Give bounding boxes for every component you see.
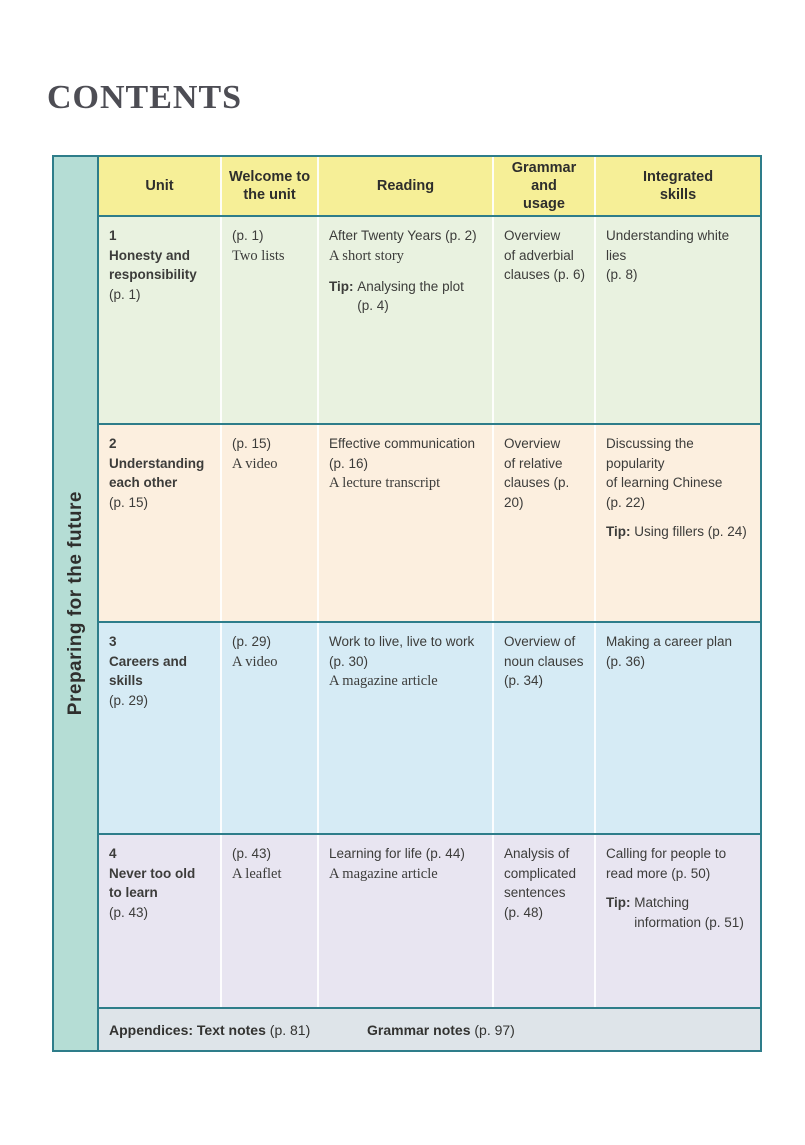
tip-label: Tip: — [606, 524, 631, 540]
reading-title: Learning for life (p. 44) — [329, 846, 465, 861]
integrated-text: Making a career plan (p. 36) — [606, 634, 733, 669]
welcome-page: (p. 15) — [232, 436, 272, 451]
welcome-cell: (p. 29) A video — [220, 623, 317, 833]
grammar-notes-page: (p. 97) — [474, 1021, 515, 1038]
integrated-skills-cell: Calling for people to read more (p. 50) … — [594, 835, 760, 1007]
tip-text: Using fillers (p. 24) — [634, 524, 747, 540]
grammar-cell: Overview of noun clauses (p. 34) — [492, 623, 594, 833]
reading-cell: Work to live, live to work (p. 30) A mag… — [317, 623, 492, 833]
grammar-cell: Overview of adverbial clauses (p. 6) — [492, 217, 594, 423]
tip-text: Matching information (p. 51) — [634, 895, 744, 930]
grammar-cell: Analysis of complicated sentences (p. 48… — [492, 835, 594, 1007]
welcome-item: Two lists — [232, 247, 285, 264]
welcome-item: A video — [232, 653, 278, 670]
integrated-tip: Tip: Using fillers (p. 24) — [606, 522, 752, 542]
integrated-skills-cell: Making a career plan (p. 36) — [594, 623, 760, 833]
welcome-cell: (p. 43) A leaflet — [220, 835, 317, 1007]
contents-table: Preparing for the future Unit Welcome to… — [52, 155, 762, 1052]
integrated-text: Discussing the popularity of learning Ch… — [606, 436, 723, 510]
grammar-notes-entry: Grammar notes (p. 97) — [367, 1022, 515, 1038]
header-cell-unit: Unit — [145, 177, 174, 194]
unit-number: 4 — [109, 846, 117, 861]
integrated-skills-cell: Discussing the popularity of learning Ch… — [594, 425, 760, 621]
unit-name: Never too old to learn — [109, 865, 196, 901]
integrated-skills-cell: Understanding white lies (p. 8) — [594, 217, 760, 423]
unit-name: Careers and skills — [109, 653, 188, 689]
appendices-page: (p. 81) — [269, 1021, 311, 1038]
unit-page: (p. 1) — [109, 286, 141, 302]
appendices-label: Appendices: Text notes — [109, 1021, 266, 1038]
unit-number: 2 — [109, 436, 117, 451]
page-title: CONTENTS — [47, 79, 243, 116]
reading-genre: A short story — [329, 247, 404, 264]
appendices-entry: Appendices: Text notes (p. 81) — [109, 1022, 367, 1038]
unit-name: Honesty and responsibility — [109, 247, 197, 283]
unit-cell: 3 Careers and skills (p. 29) — [99, 623, 220, 833]
welcome-page: (p. 43) — [232, 846, 272, 861]
reading-cell: Learning for life (p. 44) A magazine art… — [317, 835, 492, 1007]
welcome-page: (p. 1) — [232, 228, 264, 243]
reading-genre: A lecture transcript — [329, 475, 441, 492]
module-sidebar: Preparing for the future — [54, 157, 99, 1050]
unit-page: (p. 43) — [109, 904, 149, 920]
grammar-notes-label: Grammar notes — [367, 1021, 471, 1038]
reading-tip: Tip: Analysing the plot (p. 4) — [329, 277, 484, 316]
tip-text: Analysing the plot (p. 4) — [357, 278, 464, 314]
integrated-text: Calling for people to read more (p. 50) — [606, 846, 727, 881]
welcome-item: A leaflet — [232, 865, 282, 882]
header-cell-reading: Reading — [317, 157, 492, 215]
appendices-row: Appendices: Text notes (p. 81) Grammar n… — [99, 1007, 760, 1050]
reading-genre: A magazine article — [329, 865, 438, 882]
welcome-page: (p. 29) — [232, 634, 272, 649]
unit-cell: 4 Never too old to learn (p. 43) — [99, 835, 220, 1007]
contents-table-main: Unit Welcome to the unit Reading Grammar… — [99, 157, 760, 1050]
table-header-row: Unit Welcome to the unit Reading Grammar… — [99, 157, 760, 215]
reading-title: After Twenty Years (p. 2) — [329, 228, 477, 243]
module-title: Preparing for the future — [64, 491, 86, 716]
reading-genre: A magazine article — [329, 673, 438, 690]
unit-row-2: 2 Understanding each other (p. 15) (p. 1… — [99, 423, 760, 621]
reading-cell: After Twenty Years (p. 2) A short story … — [317, 217, 492, 423]
unit-page: (p. 29) — [109, 692, 149, 708]
integrated-text: Understanding white lies (p. 8) — [606, 228, 730, 283]
welcome-cell: (p. 15) A video — [220, 425, 317, 621]
grammar-cell: Overview of relative clauses (p. 20) — [492, 425, 594, 621]
reading-title: Effective communication (p. 16) — [329, 436, 476, 471]
unit-row-1: 1 Honesty and responsibility (p. 1) (p. … — [99, 215, 760, 423]
unit-cell: 2 Understanding each other (p. 15) — [99, 425, 220, 621]
welcome-cell: (p. 1) Two lists — [220, 217, 317, 423]
welcome-item: A video — [232, 455, 278, 472]
unit-number: 3 — [109, 634, 117, 649]
unit-row-4: 4 Never too old to learn (p. 43) (p. 43)… — [99, 833, 760, 1007]
header-cell-integrated-skills: Integrated skills — [594, 157, 760, 215]
header-cell-grammar: Grammar and usage — [492, 157, 594, 215]
reading-title: Work to live, live to work (p. 30) — [329, 634, 475, 669]
unit-cell: 1 Honesty and responsibility (p. 1) — [99, 217, 220, 423]
unit-row-3: 3 Careers and skills (p. 29) (p. 29) A v… — [99, 621, 760, 833]
header-cell-welcome: Welcome to the unit — [220, 157, 317, 215]
unit-name: Understanding each other — [109, 455, 205, 491]
tip-label: Tip: — [329, 278, 354, 294]
integrated-tip: Tip: Matching information (p. 51) — [606, 893, 752, 932]
tip-label: Tip: — [606, 895, 631, 911]
unit-page: (p. 15) — [109, 494, 149, 510]
unit-number: 1 — [109, 228, 117, 243]
reading-cell: Effective communication (p. 16) A lectur… — [317, 425, 492, 621]
